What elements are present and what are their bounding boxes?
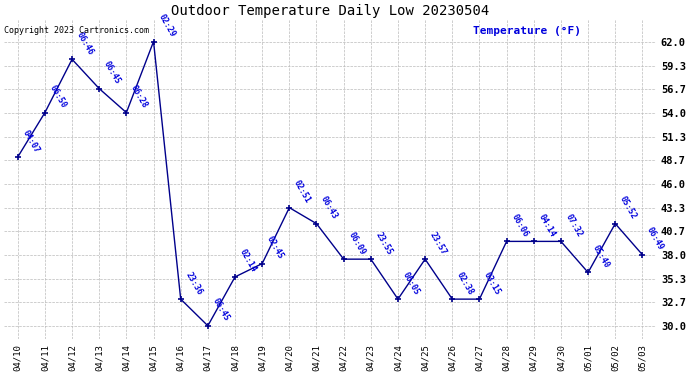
Text: 03:15: 03:15 <box>482 270 502 296</box>
Text: 05:52: 05:52 <box>618 195 638 221</box>
Text: 06:28: 06:28 <box>129 84 150 110</box>
Text: 06:50: 06:50 <box>48 84 68 110</box>
Text: 06:06: 06:06 <box>509 213 530 238</box>
Text: 23:57: 23:57 <box>428 230 448 256</box>
Text: 04:07: 04:07 <box>21 128 41 154</box>
Text: Temperature (°F): Temperature (°F) <box>473 26 582 36</box>
Text: 23:55: 23:55 <box>373 230 394 256</box>
Title: Outdoor Temperature Daily Low 20230504: Outdoor Temperature Daily Low 20230504 <box>171 4 489 18</box>
Text: 06:05: 06:05 <box>401 270 421 296</box>
Text: 02:51: 02:51 <box>292 179 313 205</box>
Text: 06:43: 06:43 <box>319 195 339 221</box>
Text: 07:32: 07:32 <box>564 213 584 238</box>
Text: 05:40: 05:40 <box>591 243 611 270</box>
Text: 06:46: 06:46 <box>75 30 95 57</box>
Text: 04:14: 04:14 <box>537 213 557 238</box>
Text: 02:29: 02:29 <box>157 13 177 39</box>
Text: 02:38: 02:38 <box>455 270 475 296</box>
Text: Copyright 2023 Cartronics.com: Copyright 2023 Cartronics.com <box>4 26 149 35</box>
Text: 06:45: 06:45 <box>102 60 122 86</box>
Text: 02:14: 02:14 <box>238 248 258 274</box>
Text: 06:45: 06:45 <box>210 297 231 323</box>
Text: 06:09: 06:09 <box>346 230 366 256</box>
Text: 23:36: 23:36 <box>184 270 204 296</box>
Text: 02:45: 02:45 <box>265 235 285 261</box>
Text: 06:49: 06:49 <box>645 226 665 252</box>
